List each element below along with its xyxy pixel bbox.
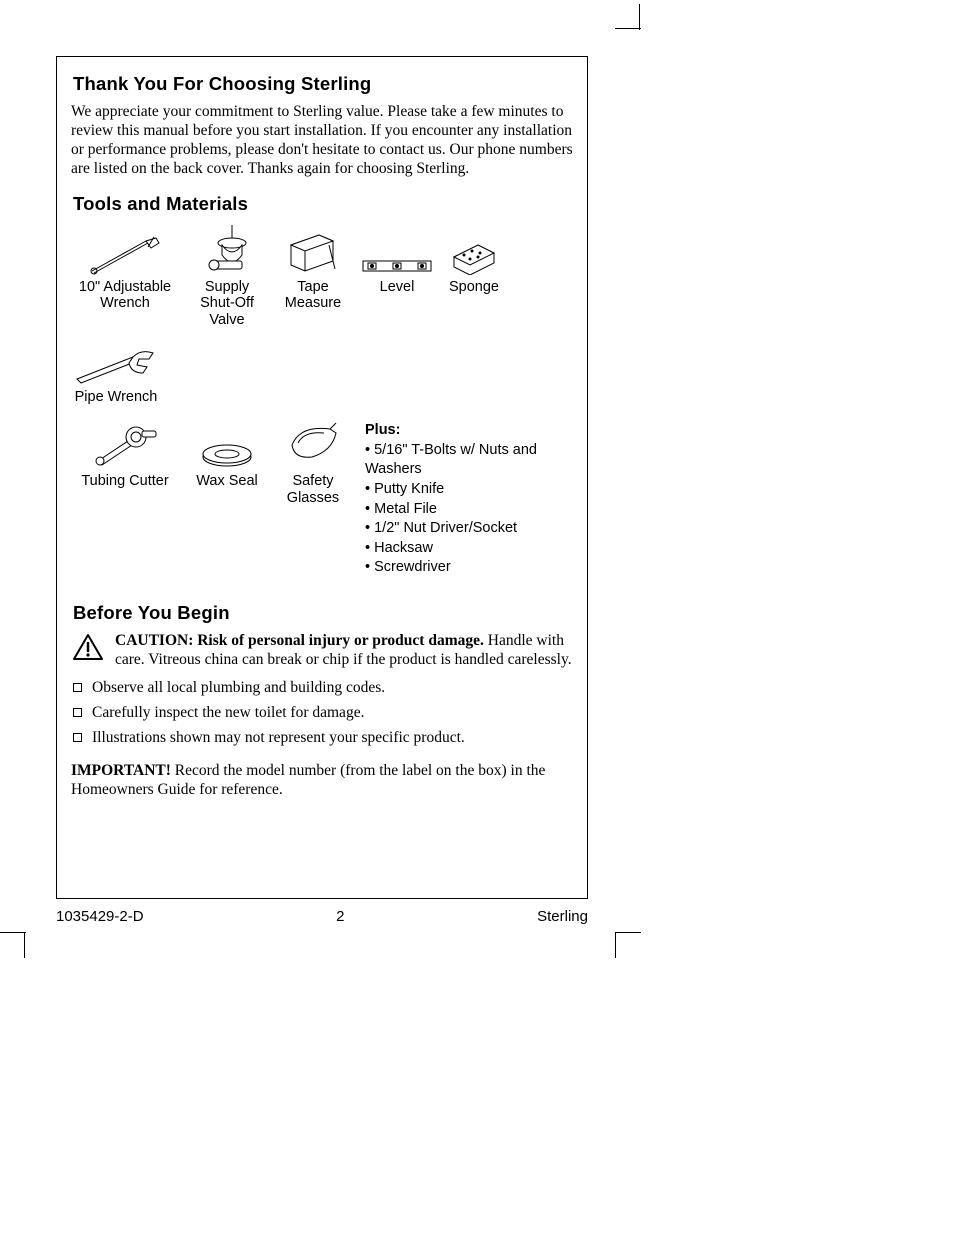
tool-adjustable-wrench: 10" Adjustable Wrench bbox=[71, 225, 179, 329]
wrench-icon bbox=[86, 225, 164, 275]
plus-item: 1/2" Nut Driver/Socket bbox=[365, 519, 573, 539]
tools-row-2: Tubing Cutter Wax Seal bbox=[71, 419, 573, 578]
tools-title: Tools and Materials bbox=[73, 193, 573, 215]
safety-glasses-icon bbox=[286, 419, 340, 469]
checkbox-icon bbox=[73, 708, 82, 717]
footer-brand: Sterling bbox=[537, 908, 588, 925]
level-icon bbox=[362, 225, 432, 275]
tool-label: Supply Shut-Off Valve bbox=[189, 279, 265, 329]
important-note: IMPORTANT! Record the model number (from… bbox=[71, 762, 573, 800]
tool-tubing-cutter: Tubing Cutter bbox=[71, 419, 179, 572]
before-title: Before You Begin bbox=[73, 602, 573, 624]
check-item: Carefully inspect the new toilet for dam… bbox=[71, 703, 573, 722]
caution-block: CAUTION: Risk of personal injury or prod… bbox=[71, 632, 573, 670]
caution-bold: CAUTION: Risk of personal injury or prod… bbox=[115, 632, 484, 649]
check-item: Observe all local plumbing and building … bbox=[71, 678, 573, 697]
check-item: Illustrations shown may not represent yo… bbox=[71, 728, 573, 747]
tool-label: Tubing Cutter bbox=[81, 473, 168, 490]
tool-label: Sponge bbox=[449, 279, 499, 296]
tool-label: Safety Glasses bbox=[275, 473, 351, 506]
tool-wax-seal: Wax Seal bbox=[189, 419, 265, 572]
tool-tape-measure: Tape Measure bbox=[275, 225, 351, 329]
page-footer: 1035429-2-D 2 Sterling bbox=[56, 908, 588, 925]
check-text: Observe all local plumbing and building … bbox=[92, 678, 385, 697]
plus-item: Putty Knife bbox=[365, 480, 573, 500]
tool-label: 10" Adjustable Wrench bbox=[71, 279, 179, 312]
tools-row-1: 10" Adjustable Wrench Supply Shut-Off Va… bbox=[71, 225, 573, 412]
check-text: Illustrations shown may not represent yo… bbox=[92, 728, 465, 747]
check-text: Carefully inspect the new toilet for dam… bbox=[92, 703, 364, 722]
tool-sponge: Sponge bbox=[443, 225, 505, 329]
tool-safety-glasses: Safety Glasses bbox=[275, 419, 351, 572]
before-checklist: Observe all local plumbing and building … bbox=[71, 678, 573, 748]
plus-list: Plus: 5/16" T-Bolts w/ Nuts and Washers … bbox=[365, 421, 573, 578]
important-bold: IMPORTANT! bbox=[71, 762, 171, 779]
thank-you-body: We appreciate your commitment to Sterlin… bbox=[71, 103, 573, 179]
tool-label: Wax Seal bbox=[196, 473, 258, 490]
valve-icon bbox=[202, 225, 252, 275]
caution-text: CAUTION: Risk of personal injury or prod… bbox=[115, 632, 573, 670]
plus-item: Screwdriver bbox=[365, 558, 573, 578]
checkbox-icon bbox=[73, 733, 82, 742]
footer-doc-number: 1035429-2-D bbox=[56, 908, 144, 925]
tool-level: Level bbox=[361, 225, 433, 329]
tool-label: Pipe Wrench bbox=[75, 389, 158, 406]
sponge-icon bbox=[450, 225, 498, 275]
tool-pipe-wrench: Pipe Wrench bbox=[71, 335, 161, 406]
tool-label: Tape Measure bbox=[275, 279, 351, 312]
checkbox-icon bbox=[73, 683, 82, 692]
pipe-wrench-icon bbox=[73, 335, 159, 385]
thank-you-title: Thank You For Choosing Sterling bbox=[73, 73, 573, 95]
tool-label: Level bbox=[380, 279, 415, 296]
plus-title: Plus: bbox=[365, 421, 573, 441]
plus-item: Metal File bbox=[365, 500, 573, 520]
warning-icon bbox=[71, 632, 105, 662]
plus-item: 5/16" T-Bolts w/ Nuts and Washers bbox=[365, 441, 573, 480]
footer-page-number: 2 bbox=[336, 908, 344, 925]
tape-measure-icon bbox=[285, 225, 341, 275]
wax-seal-icon bbox=[199, 419, 255, 469]
tubing-cutter-icon bbox=[90, 419, 160, 469]
page-frame: Thank You For Choosing Sterling We appre… bbox=[56, 56, 588, 899]
tool-supply-valve: Supply Shut-Off Valve bbox=[189, 225, 265, 329]
plus-item: Hacksaw bbox=[365, 539, 573, 559]
